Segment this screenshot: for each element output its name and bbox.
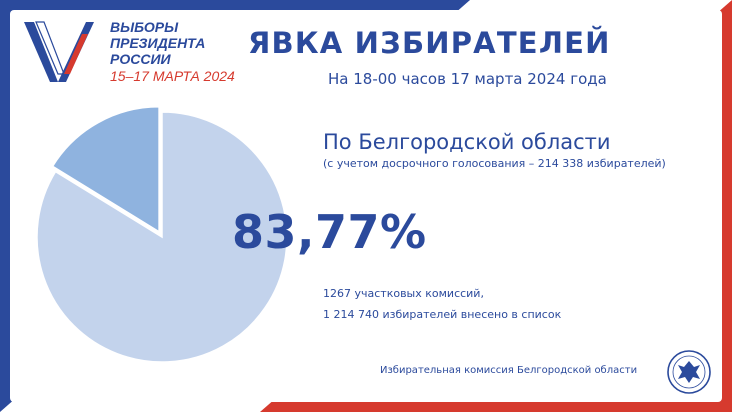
registered-voters: 1 214 740 избирателей внесено в список bbox=[323, 308, 562, 321]
v-logo-icon bbox=[24, 21, 94, 82]
elections-logo: ВЫБОРЫ ПРЕЗИДЕНТА РОССИИ 15–17 МАРТА 202… bbox=[22, 18, 235, 98]
region-name: По Белгородской области bbox=[323, 130, 611, 154]
commission-emblem-icon bbox=[667, 350, 711, 394]
footer-commission: Избирательная комиссия Белгородской обла… bbox=[380, 365, 638, 376]
turnout-percent: 83,77% bbox=[232, 205, 427, 259]
page-title: ЯВКА ИЗБИРАТЕЛЕЙ bbox=[248, 26, 611, 60]
logo-line-2: ПРЕЗИДЕНТА bbox=[110, 35, 206, 51]
commissions-count: 1267 участковых комиссий, bbox=[323, 287, 484, 300]
early-voting-note: (с учетом досрочного голосования – 214 3… bbox=[323, 157, 666, 170]
pie-slice-remaining bbox=[51, 106, 160, 234]
logo-line-3: РОССИИ bbox=[110, 51, 171, 67]
pie-slice-turnout bbox=[36, 111, 288, 363]
logo-line-1: ВЫБОРЫ bbox=[110, 19, 179, 35]
page-subtitle: На 18-00 часов 17 марта 2024 года bbox=[328, 70, 607, 88]
logo-dates: 15–17 МАРТА 2024 bbox=[110, 68, 235, 84]
